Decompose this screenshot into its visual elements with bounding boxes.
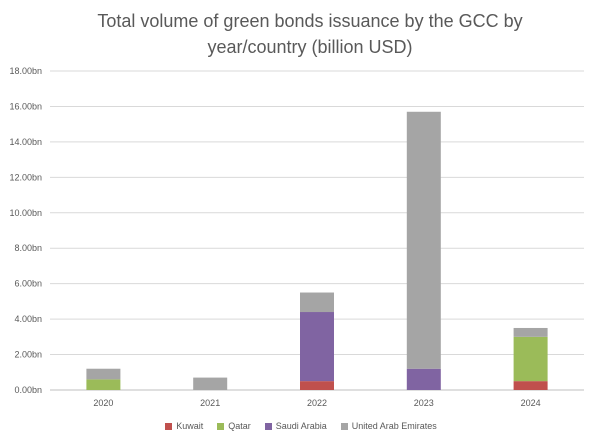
bar-segment-kuwait	[300, 381, 334, 390]
y-tick-label: 0.00bn	[14, 385, 42, 395]
chart-title-line-1: Total volume of green bonds issuance by …	[97, 11, 523, 31]
bar-segment-united-arab-emirates	[513, 327, 548, 337]
y-tick-label: 6.00bn	[14, 279, 42, 289]
legend-item: United Arab Emirates	[340, 421, 437, 431]
legend-label: Kuwait	[176, 421, 204, 431]
legend-swatch	[264, 422, 272, 430]
y-tick-label: 2.00bn	[14, 350, 42, 360]
bar-segment-qatar	[86, 379, 121, 390]
x-tick-label: 2023	[414, 398, 434, 408]
legend-label: Qatar	[228, 421, 251, 431]
y-tick-label: 16.00bn	[9, 101, 42, 111]
y-tick-label: 18.00bn	[9, 66, 42, 76]
y-tick-label: 4.00bn	[14, 314, 42, 324]
y-tick-label: 14.00bn	[9, 137, 42, 147]
bar-segment-united-arab-emirates	[86, 368, 121, 380]
legend-label: Saudi Arabia	[275, 421, 327, 431]
bar-segment-united-arab-emirates	[193, 377, 228, 390]
x-tick-label: 2022	[307, 398, 327, 408]
y-tick-label: 8.00bn	[14, 243, 42, 253]
bar-segment-saudi-arabia	[406, 368, 441, 390]
y-tick-label: 10.00bn	[9, 208, 42, 218]
legend-item: Qatar	[217, 421, 251, 431]
x-tick-label: 2024	[521, 398, 541, 408]
y-tick-label: 12.00bn	[9, 172, 42, 182]
chart-legend: Kuwait Qatar Saudi Arabia United Arab Emira…	[0, 421, 602, 431]
bar-segment-united-arab-emirates	[300, 292, 334, 313]
x-tick-label: 2021	[200, 398, 220, 408]
legend-swatch	[165, 422, 173, 430]
chart-title: Total volume of green bonds issuance by …	[60, 8, 560, 60]
bar-segment-kuwait	[513, 381, 548, 390]
legend-label: United Arab Emirates	[351, 421, 437, 431]
legend-swatch	[217, 422, 225, 430]
bar-segment-qatar	[513, 336, 548, 382]
bar-segment-united-arab-emirates	[406, 111, 441, 369]
x-tick-label: 2020	[93, 398, 113, 408]
legend-item: Kuwait	[165, 421, 203, 431]
bar-segment-saudi-arabia	[300, 312, 334, 382]
legend-item: Saudi Arabia	[264, 421, 327, 431]
legend-swatch	[340, 422, 348, 430]
chart-title-line-2: year/country (billion USD)	[207, 37, 413, 57]
